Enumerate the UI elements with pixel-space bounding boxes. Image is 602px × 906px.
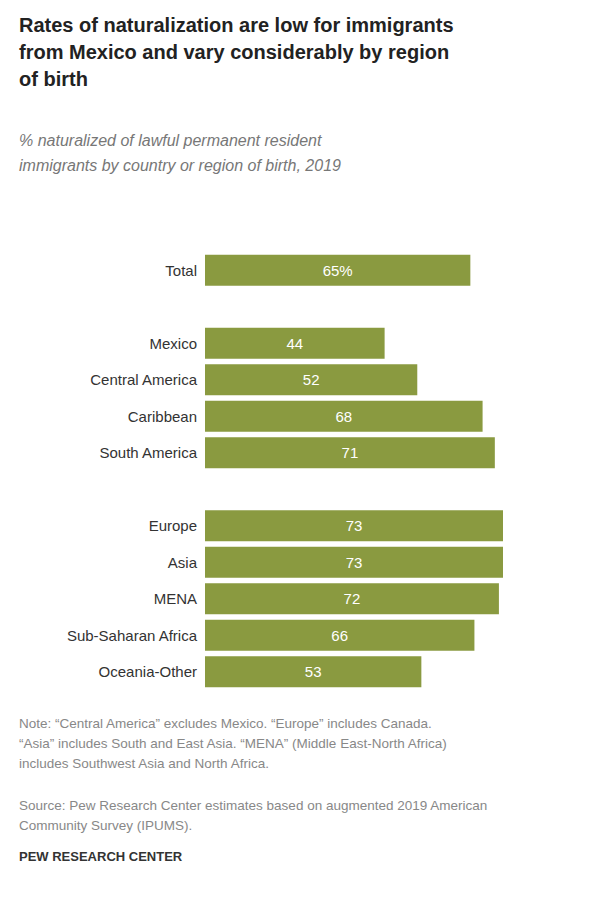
svg-text:includes Southwest Asia and No: includes Southwest Asia and North Africa…: [19, 756, 269, 771]
svg-text:65%: 65%: [323, 262, 353, 279]
svg-text:71: 71: [342, 444, 359, 461]
svg-text:Note: “Central America” exclud: Note: “Central America” excludes Mexico.…: [19, 716, 435, 731]
svg-text:% naturalized of lawful perman: % naturalized of lawful permanent reside…: [19, 132, 326, 149]
svg-text:Total: Total: [165, 262, 197, 279]
svg-text:Oceania-Other: Oceania-Other: [99, 663, 197, 680]
svg-text:Sub-Saharan Africa: Sub-Saharan Africa: [67, 627, 198, 644]
svg-text:immigrants by country or regio: immigrants by country or region of birth…: [19, 157, 341, 174]
svg-text:Asia: Asia: [168, 554, 198, 571]
svg-text:52: 52: [303, 371, 320, 388]
svg-text:Community Survey (IPUMS).: Community Survey (IPUMS).: [19, 818, 192, 833]
svg-text:Mexico: Mexico: [149, 335, 197, 352]
svg-text:73: 73: [346, 554, 363, 571]
svg-text:Central America: Central America: [90, 371, 197, 388]
svg-text:53: 53: [305, 663, 322, 680]
svg-text:44: 44: [286, 335, 303, 352]
svg-text:73: 73: [346, 517, 363, 534]
svg-text:Source: Pew Research Center es: Source: Pew Research Center estimates ba…: [19, 798, 491, 813]
svg-text:from Mexico and vary considera: from Mexico and vary considerably by reg…: [19, 41, 455, 63]
svg-text:Europe: Europe: [149, 517, 197, 534]
svg-text:“Asia” includes South and East: “Asia” includes South and East Asia. “ME…: [19, 736, 450, 751]
svg-text:PEW RESEARCH CENTER: PEW RESEARCH CENTER: [19, 849, 183, 864]
svg-text:South America: South America: [99, 444, 197, 461]
svg-text:68: 68: [335, 408, 352, 425]
svg-text:Caribbean: Caribbean: [128, 408, 197, 425]
svg-text:MENA: MENA: [154, 590, 197, 607]
svg-text:66: 66: [331, 627, 348, 644]
svg-text:72: 72: [344, 590, 361, 607]
svg-text:Rates of naturalization are lo: Rates of naturalization are low for immi…: [19, 14, 459, 36]
svg-text:of birth: of birth: [19, 68, 88, 90]
